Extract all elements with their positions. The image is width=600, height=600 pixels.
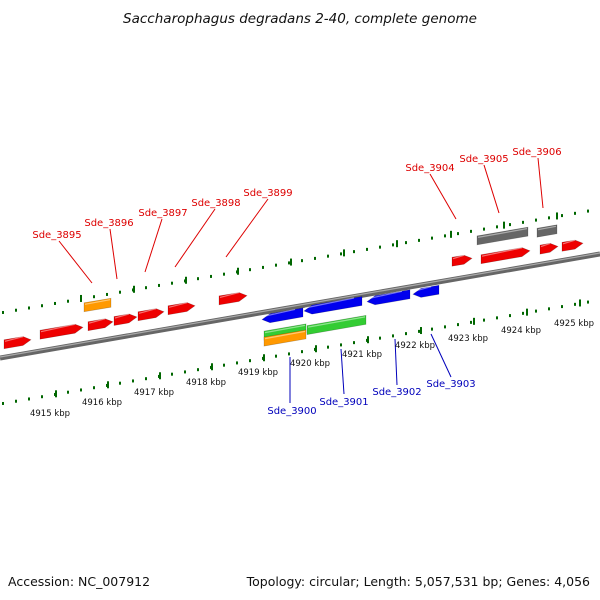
gene-orange — [83, 297, 112, 313]
gene-red — [3, 336, 32, 350]
leader-line — [58, 240, 93, 284]
gene-red-shine — [540, 242, 551, 248]
gene-orange — [263, 329, 307, 347]
kbp-label: 4916 kbp — [82, 398, 122, 408]
gene-blue-shine — [262, 308, 296, 318]
gene-features — [3, 224, 584, 350]
gene-red-shine — [114, 313, 130, 319]
gene-red — [113, 313, 138, 326]
gene-red — [39, 323, 84, 340]
gene-green-shine — [264, 324, 306, 334]
gene-label-sde-3902[interactable]: Sde_3902 — [372, 387, 421, 398]
kbp-label: 4922 kbp — [395, 341, 435, 351]
gene-label-sde-3906[interactable]: Sde_3906 — [512, 147, 561, 158]
gene-blue — [303, 296, 363, 315]
leader-line — [109, 228, 118, 280]
gene-gray-shine — [537, 225, 557, 231]
upper-gene-labels: Sde_3895 Sde_3896 Sde_3897 Sde_3898 Sde_… — [32, 147, 561, 241]
gene-label-sde-3905[interactable]: Sde_3905 — [459, 154, 508, 165]
kbp-label: 4915 kbp — [30, 409, 70, 419]
leader-line — [225, 198, 269, 258]
label-leader-lines — [58, 157, 544, 403]
kbp-label: 4925 kbp — [554, 319, 594, 329]
gene-red — [167, 302, 196, 316]
lower-gene-labels: Sde_3900 Sde_3901 Sde_3902 Sde_3903 — [267, 379, 475, 417]
leader-line — [430, 333, 452, 378]
gene-red — [218, 292, 248, 306]
leader-line — [394, 338, 398, 386]
gene-red — [539, 242, 559, 255]
kbp-label: 4924 kbp — [501, 326, 541, 336]
gene-red — [137, 308, 165, 322]
gene-red-shine — [452, 254, 465, 260]
upper-tick-ruler — [2, 209, 589, 314]
gene-label-sde-3901[interactable]: Sde_3901 — [319, 397, 368, 408]
gene-label-sde-3899[interactable]: Sde_3899 — [243, 188, 292, 199]
gene-gray — [476, 226, 529, 246]
gene-red-shine — [138, 308, 157, 314]
genome-backbone — [0, 251, 600, 361]
leader-line — [537, 157, 544, 209]
gene-blue-shine — [413, 286, 432, 292]
gene-orange-shine — [264, 330, 306, 340]
gene-red-shine — [219, 292, 240, 298]
leader-line — [429, 173, 457, 220]
gene-gray — [536, 224, 558, 238]
gene-red — [561, 239, 584, 252]
gene-red-shine — [168, 302, 188, 308]
gene-red — [480, 247, 531, 265]
accession-text: Accession: NC_007912 — [8, 574, 150, 589]
gene-blue-shine — [367, 290, 403, 300]
gene-green-shine — [307, 316, 366, 328]
kbp-label: 4917 kbp — [134, 388, 174, 398]
kbp-label: 4923 kbp — [448, 334, 488, 344]
diagram-title: Saccharophagus degradans 2-40, complete … — [123, 11, 477, 27]
kbp-scale-labels: 4915 kbp 4916 kbp 4917 kbp 4918 kbp 4919… — [30, 319, 594, 419]
kbp-label: 4920 kbp — [290, 359, 330, 369]
gene-label-sde-3903[interactable]: Sde_3903 — [426, 379, 475, 390]
gene-red-shine — [481, 247, 523, 257]
topology-text: Topology: circular; Length: 5,057,531 bp… — [246, 574, 590, 589]
lower-tick-ruler — [2, 299, 589, 405]
gene-blue — [261, 307, 304, 324]
kbp-label: 4921 kbp — [342, 350, 382, 360]
leader-line — [340, 348, 345, 395]
gene-label-sde-3898[interactable]: Sde_3898 — [191, 198, 240, 209]
gene-orange-shine — [84, 299, 111, 305]
gene-red-shine — [4, 336, 24, 342]
gene-red — [451, 254, 473, 267]
leader-line — [144, 218, 163, 273]
gene-label-sde-3896[interactable]: Sde_3896 — [84, 218, 133, 229]
gene-label-sde-3895[interactable]: Sde_3895 — [32, 230, 81, 241]
gene-red-shine — [562, 239, 576, 245]
gene-green — [306, 315, 367, 335]
gene-blue — [366, 289, 411, 306]
kbp-label: 4919 kbp — [238, 368, 278, 378]
leader-line — [483, 164, 500, 214]
leader-line — [174, 208, 216, 268]
gene-label-sde-3904[interactable]: Sde_3904 — [405, 163, 454, 174]
gene-blue — [412, 284, 440, 298]
gene-gray-shine — [477, 228, 528, 238]
gene-red-shine — [40, 323, 76, 333]
gene-label-sde-3897[interactable]: Sde_3897 — [138, 208, 187, 219]
kbp-label: 4918 kbp — [186, 378, 226, 388]
gene-label-sde-3900[interactable]: Sde_3900 — [267, 406, 316, 417]
gene-blue-shine — [304, 297, 355, 309]
genome-backbone-highlight — [0, 252, 600, 358]
gene-red — [87, 318, 114, 332]
gene-red-shine — [88, 318, 106, 324]
